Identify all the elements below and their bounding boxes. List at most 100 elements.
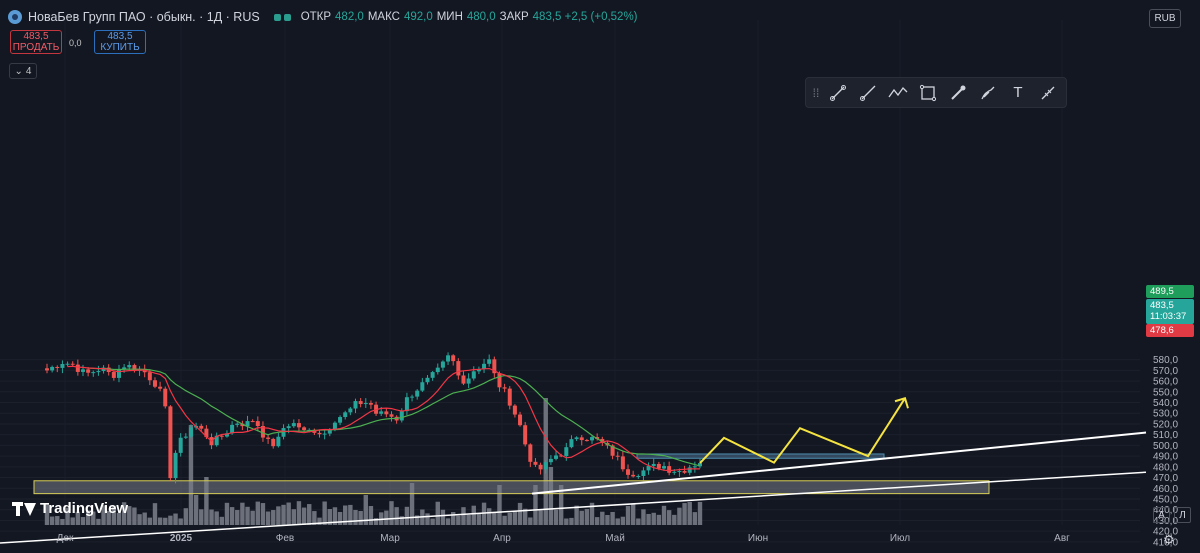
volume-bar <box>656 514 662 525</box>
price-tick-label: 560,0 <box>1153 377 1178 388</box>
time-tick-label: Июн <box>748 533 768 544</box>
buy-label: КУПИТЬ <box>100 42 140 53</box>
candle-body <box>672 471 677 473</box>
volume-bar <box>224 502 230 525</box>
open-label: ОТКР <box>300 11 332 23</box>
log-scale-button[interactable]: Л <box>1174 507 1191 523</box>
volume-bar <box>630 503 636 525</box>
market-status-icon <box>273 13 291 21</box>
candle-body <box>579 437 584 441</box>
measure-icon[interactable] <box>1034 81 1062 105</box>
candle-body <box>199 425 204 429</box>
candle-body <box>487 359 492 364</box>
volume-bar <box>363 495 368 525</box>
price-tick-label: 510,0 <box>1153 430 1178 441</box>
rectangle-icon[interactable] <box>914 81 942 105</box>
trend-line-icon[interactable] <box>824 81 852 105</box>
candle-body <box>50 366 55 371</box>
volume-bar <box>286 502 291 525</box>
fast-moving-average <box>67 365 700 472</box>
currency-selector[interactable]: RUB <box>1149 9 1181 28</box>
projection-path <box>699 397 906 464</box>
sell-button[interactable]: 483,5 ПРОДАТЬ <box>10 30 62 54</box>
volume-bar <box>415 515 420 525</box>
candle-body <box>538 464 543 470</box>
ray-icon[interactable] <box>854 81 882 105</box>
indicators-toggle[interactable]: ⌄ 4 <box>9 63 37 79</box>
candle-body <box>590 437 595 441</box>
volume-bar <box>152 503 158 525</box>
buy-button[interactable]: 483,5 КУПИТЬ <box>94 30 146 54</box>
text-icon[interactable]: T <box>1013 84 1023 101</box>
candle-body <box>101 367 106 372</box>
symbol-title[interactable]: НоваБев Групп ПАО · обыкн. · 1Д · RUS <box>28 10 260 24</box>
volume-bar <box>404 506 410 525</box>
candle-body <box>65 363 70 365</box>
candle-body <box>502 387 507 389</box>
candle-body <box>291 423 296 427</box>
volume-bar <box>214 511 219 525</box>
volume-bar <box>672 514 677 525</box>
volume-bar <box>353 509 358 525</box>
volume-bar <box>476 513 482 525</box>
gear-icon[interactable]: ⚙ <box>1163 532 1175 547</box>
volume-bar <box>481 502 487 525</box>
candle-body <box>60 363 65 368</box>
volume-bar <box>265 511 271 525</box>
candle-body <box>158 386 163 389</box>
candle-body <box>111 372 116 378</box>
volume-bar <box>687 501 692 525</box>
volume-bar <box>471 505 476 525</box>
volume-bar <box>430 518 435 525</box>
volume-bar <box>296 501 302 525</box>
volume-bar <box>425 513 430 525</box>
long-trendline <box>0 471 1147 544</box>
path-icon[interactable] <box>884 81 912 105</box>
moving-averages <box>67 365 701 472</box>
candle-body <box>435 367 440 373</box>
volume-bar <box>91 511 96 525</box>
candle-body <box>631 474 636 477</box>
candle-body <box>641 470 646 476</box>
candle-body <box>168 406 173 479</box>
volume-bar <box>163 517 168 525</box>
price-tick-label: 500,0 <box>1153 441 1178 452</box>
volume-bar <box>209 509 214 525</box>
highlighter-icon[interactable] <box>974 81 1002 105</box>
volume-bar <box>615 518 620 525</box>
volume-bar <box>641 509 646 525</box>
trend-lines <box>0 396 1147 544</box>
candle-body <box>651 463 656 466</box>
volume-bar <box>80 517 86 525</box>
candle-body <box>178 437 183 453</box>
volume-bar <box>409 483 415 525</box>
volume-bar <box>301 507 307 525</box>
volume-bar <box>636 518 641 525</box>
volume-bar <box>450 511 456 525</box>
spread-value: 0,0 <box>69 38 82 48</box>
brush-icon[interactable] <box>944 81 972 105</box>
volume-bar <box>178 518 183 525</box>
candle-body <box>122 367 127 370</box>
auto-scale-button[interactable]: A <box>1153 507 1170 523</box>
candle-body <box>461 375 466 384</box>
candle-body <box>425 377 430 383</box>
volume-bar <box>569 517 574 525</box>
candle-body <box>230 424 235 434</box>
volume-bar <box>461 507 466 525</box>
candle-body <box>353 401 358 409</box>
volume-bar <box>564 518 569 525</box>
volume-bar <box>121 502 127 525</box>
candle-body <box>476 368 481 372</box>
price-tick-label: 430,0 <box>1153 516 1178 527</box>
candle-body <box>636 475 641 477</box>
volume-bar <box>497 485 502 525</box>
volume-bar <box>384 510 389 525</box>
volume-bar <box>682 503 687 525</box>
volume-bar <box>307 504 312 525</box>
volume-bar <box>625 505 631 525</box>
grip-icon[interactable]: ⁞⁞ <box>812 85 820 100</box>
volume-bar <box>281 504 286 525</box>
volume-bar <box>291 509 297 525</box>
